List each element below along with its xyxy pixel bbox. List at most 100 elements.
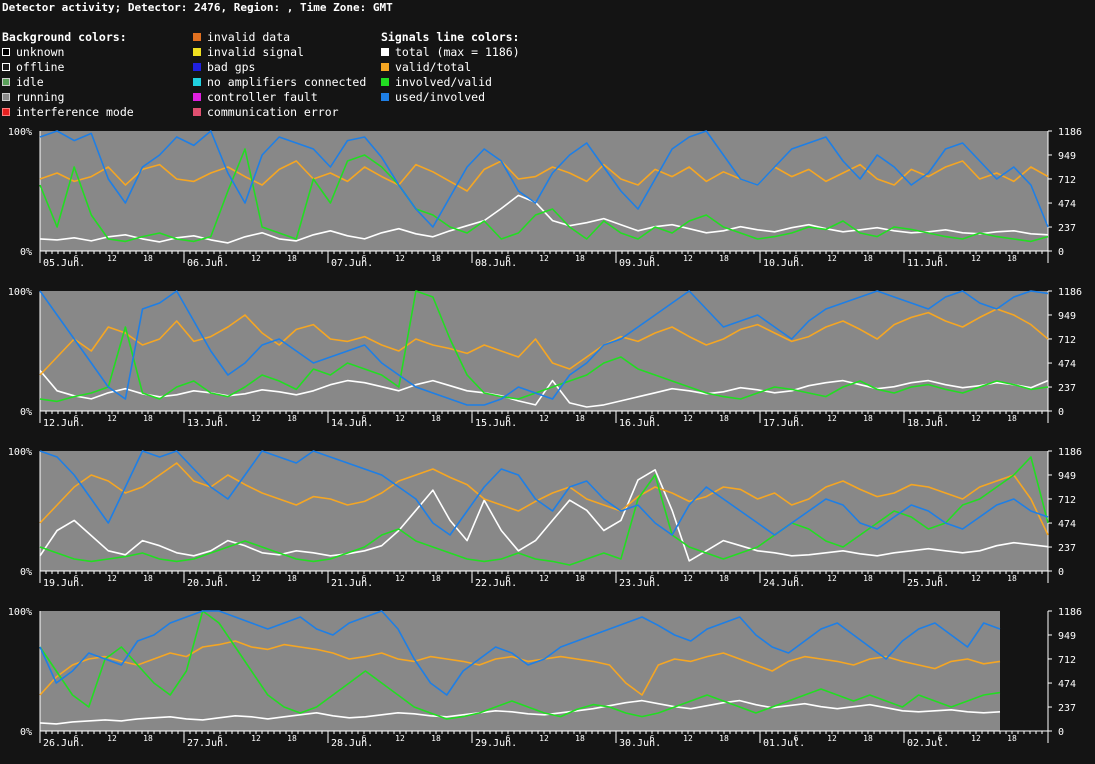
hour-label: 6 xyxy=(218,734,223,743)
hour-label: 18 xyxy=(719,574,729,583)
hour-label: 12 xyxy=(827,734,837,743)
legend-signal-label: valid/total xyxy=(395,60,472,74)
hour-label: 6 xyxy=(650,574,655,583)
hour-label: 18 xyxy=(1007,574,1017,583)
hour-label: 12 xyxy=(251,574,261,583)
hour-label: 12 xyxy=(683,574,693,583)
y-left-tick-label: 0% xyxy=(20,567,32,578)
hour-label: 18 xyxy=(719,734,729,743)
hour-label: 12 xyxy=(395,254,405,263)
legend-signal-item: used/involved xyxy=(381,90,520,105)
hour-label: 6 xyxy=(794,734,799,743)
series-line-involved xyxy=(39,290,1049,403)
y-left-tick-label: 100% xyxy=(8,447,32,458)
legend-error-label: communication error xyxy=(207,105,339,119)
y-left-tick-label: 100% xyxy=(8,287,32,298)
y-right-tick-label: 949 xyxy=(1058,151,1076,162)
legend-error-item: invalid data xyxy=(193,30,366,45)
legend-background-swatch xyxy=(2,78,10,86)
hour-label: 6 xyxy=(794,254,799,263)
hour-label: 18 xyxy=(863,254,873,263)
hour-label: 6 xyxy=(938,254,943,263)
day-label: 27.Jun. xyxy=(187,738,229,749)
series-line-involved xyxy=(39,610,1001,720)
series-line-valid xyxy=(39,462,1049,536)
y-right-tick-label: 1186 xyxy=(1058,447,1082,458)
hour-label: 18 xyxy=(431,574,441,583)
hour-label: 6 xyxy=(506,414,511,423)
y-left-tick-label: 0% xyxy=(20,407,32,418)
hour-label: 6 xyxy=(362,414,367,423)
legend-background-item: running xyxy=(2,90,134,105)
hour-label: 6 xyxy=(506,574,511,583)
day-label: 16.Jun. xyxy=(619,418,661,429)
series-line-total xyxy=(39,369,1049,408)
chart-title: Detector activity; Detector: 2476, Regio… xyxy=(2,1,393,14)
day-label: 02.Jul. xyxy=(907,738,949,749)
legend-error-item: communication error xyxy=(193,105,366,120)
hour-label: 12 xyxy=(539,734,549,743)
hour-label: 6 xyxy=(938,574,943,583)
series-line-used xyxy=(39,610,1001,696)
day-label: 15.Jun. xyxy=(475,418,517,429)
day-label: 29.Jun. xyxy=(475,738,517,749)
y-right-tick-label: 0 xyxy=(1058,247,1064,258)
series-line-total xyxy=(39,699,1001,725)
legend-error-swatch xyxy=(193,108,201,116)
hour-label: 12 xyxy=(971,254,981,263)
legend-background-item: idle xyxy=(2,75,134,90)
hour-label: 6 xyxy=(506,734,511,743)
hour-label: 6 xyxy=(74,574,79,583)
day-label: 11.Jun. xyxy=(907,258,949,269)
day-label: 08.Jun. xyxy=(475,258,517,269)
day-label: 23.Jun. xyxy=(619,578,661,589)
legend-signal-swatch xyxy=(381,48,389,56)
hour-label: 12 xyxy=(827,254,837,263)
legend-error-label: invalid data xyxy=(207,30,291,44)
legend-error-swatch xyxy=(193,78,201,86)
day-label: 30.Jun. xyxy=(619,738,661,749)
legend-signal-swatch xyxy=(381,63,389,71)
series-line-valid xyxy=(39,308,1049,376)
hour-label: 12 xyxy=(683,734,693,743)
hour-label: 12 xyxy=(107,574,117,583)
hour-label: 18 xyxy=(863,414,873,423)
hour-label: 6 xyxy=(74,254,79,263)
hour-label: 18 xyxy=(719,414,729,423)
hour-label: 18 xyxy=(1007,734,1017,743)
y-right-tick-label: 712 xyxy=(1058,495,1076,506)
legend-background-item: offline xyxy=(2,60,134,75)
legend-background: Background colors: unknown offline idle run… xyxy=(2,30,134,120)
legend-error-item: invalid signal xyxy=(193,45,366,60)
legend-error-swatch xyxy=(193,63,201,71)
hour-label: 18 xyxy=(575,254,585,263)
hour-label: 18 xyxy=(287,734,297,743)
y-right-tick-label: 712 xyxy=(1058,335,1076,346)
legend-signal-swatch xyxy=(381,93,389,101)
hour-label: 6 xyxy=(218,414,223,423)
hour-label: 6 xyxy=(362,574,367,583)
hour-label: 18 xyxy=(431,254,441,263)
legend-background-label: interference mode xyxy=(16,105,134,119)
day-label: 01.Jul. xyxy=(763,738,805,749)
y-right-tick-label: 1186 xyxy=(1058,127,1082,138)
legend-error-label: invalid signal xyxy=(207,45,304,59)
series-line-involved xyxy=(39,456,1049,566)
hour-label: 18 xyxy=(575,414,585,423)
hour-label: 18 xyxy=(143,254,153,263)
hour-label: 12 xyxy=(107,254,117,263)
hour-label: 12 xyxy=(971,734,981,743)
hour-label: 18 xyxy=(287,414,297,423)
legend-background-label: unknown xyxy=(16,45,65,59)
legend-error-item: no amplifiers connected xyxy=(193,75,366,90)
series-line-used xyxy=(39,290,1049,406)
day-label: 07.Jun. xyxy=(331,258,373,269)
hour-label: 6 xyxy=(794,574,799,583)
y-right-tick-label: 1186 xyxy=(1058,607,1082,618)
hour-label: 12 xyxy=(683,414,693,423)
day-label: 21.Jun. xyxy=(331,578,373,589)
legend-signals: Signals line colors: total (max = 1186) v… xyxy=(381,30,520,105)
day-label: 17.Jun. xyxy=(763,418,805,429)
hour-label: 12 xyxy=(539,574,549,583)
hour-label: 6 xyxy=(74,414,79,423)
